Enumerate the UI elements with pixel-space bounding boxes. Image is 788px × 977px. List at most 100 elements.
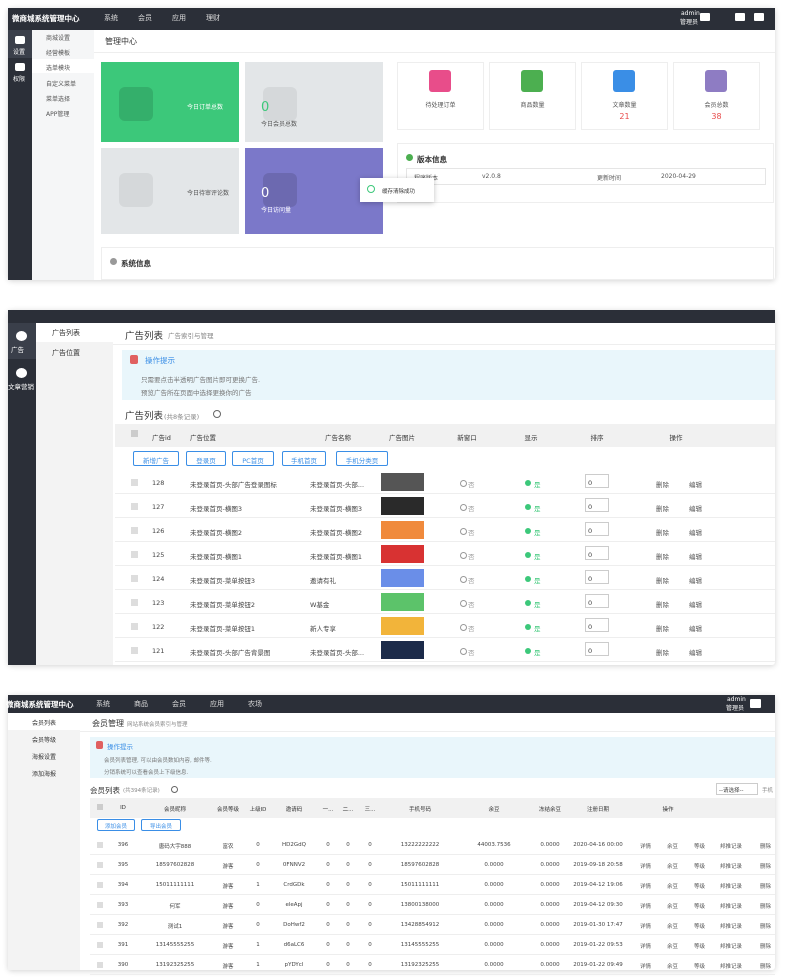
button[interactable]: 新增广告 bbox=[143, 457, 169, 465]
submenu-item[interactable]: 菜单选择 bbox=[46, 95, 71, 103]
action[interactable]: 删除 bbox=[760, 944, 772, 950]
nav-item[interactable]: 应用 bbox=[172, 14, 186, 22]
sort-value[interactable]: 0 bbox=[588, 647, 593, 655]
action[interactable]: 详情 bbox=[640, 884, 652, 890]
side-label[interactable]: 权限 bbox=[13, 76, 26, 83]
column-header: 广告图片 bbox=[389, 434, 415, 442]
column-header: ID bbox=[120, 805, 126, 811]
button[interactable]: 登录页 bbox=[196, 457, 216, 465]
action[interactable]: 删除 bbox=[656, 625, 669, 633]
action[interactable]: 删除 bbox=[656, 529, 669, 537]
action[interactable]: 删除 bbox=[760, 904, 772, 910]
nav-item[interactable]: 会员 bbox=[138, 14, 152, 22]
action[interactable]: 等级 bbox=[694, 964, 706, 970]
action[interactable]: 余豆 bbox=[667, 884, 679, 890]
action[interactable]: 删除 bbox=[760, 964, 772, 970]
nav-item[interactable]: 理财 bbox=[206, 14, 220, 22]
action[interactable]: 删除 bbox=[656, 481, 669, 489]
cell: 0 bbox=[326, 862, 330, 868]
button[interactable]: 手机首页 bbox=[291, 457, 317, 465]
action[interactable]: 删除 bbox=[656, 649, 669, 657]
submenu-item[interactable]: 广告位置 bbox=[52, 349, 80, 357]
action[interactable]: 编辑 bbox=[689, 625, 702, 633]
side-label[interactable]: 文章营销 bbox=[8, 383, 34, 391]
action[interactable]: 等级 bbox=[694, 924, 706, 930]
action[interactable]: 详情 bbox=[640, 964, 652, 970]
action[interactable]: 等级 bbox=[694, 864, 706, 870]
action[interactable]: 邦推记录 bbox=[720, 924, 743, 930]
action[interactable]: 删除 bbox=[656, 505, 669, 513]
action[interactable]: 编辑 bbox=[689, 505, 702, 513]
action[interactable]: 等级 bbox=[694, 844, 706, 850]
action[interactable]: 删除 bbox=[760, 864, 772, 870]
ad-id: 122 bbox=[152, 623, 165, 631]
button[interactable]: PC首页 bbox=[242, 457, 264, 465]
sort-value[interactable]: 0 bbox=[588, 503, 593, 511]
action[interactable]: 详情 bbox=[640, 944, 652, 950]
sort-value[interactable]: 0 bbox=[588, 575, 593, 583]
action[interactable]: 余豆 bbox=[667, 904, 679, 910]
action[interactable]: 删除 bbox=[760, 884, 772, 890]
submenu-item[interactable]: 广告列表 bbox=[52, 329, 80, 337]
action[interactable]: 等级 bbox=[694, 904, 706, 910]
nav-item[interactable]: 农场 bbox=[248, 700, 262, 708]
action[interactable]: 删除 bbox=[760, 844, 772, 850]
nav-item[interactable]: 系统 bbox=[104, 14, 118, 22]
sort-value[interactable]: 0 bbox=[588, 599, 593, 607]
submenu-item[interactable]: 会员等级 bbox=[32, 737, 57, 744]
action[interactable]: 删除 bbox=[760, 924, 772, 930]
sort-value[interactable]: 0 bbox=[588, 527, 593, 535]
submenu-item[interactable]: 自定义菜单 bbox=[46, 80, 77, 88]
button[interactable]: 添加会员 bbox=[104, 824, 127, 830]
action[interactable]: 编辑 bbox=[689, 481, 702, 489]
action[interactable]: 删除 bbox=[656, 553, 669, 561]
action[interactable]: 余豆 bbox=[667, 964, 679, 970]
sort-value[interactable]: 0 bbox=[588, 551, 593, 559]
ad-position: 未登录首页-菜单按钮3 bbox=[190, 577, 255, 585]
action[interactable]: 邦推记录 bbox=[720, 964, 743, 970]
action[interactable]: 余豆 bbox=[667, 864, 679, 870]
action[interactable]: 余豆 bbox=[667, 924, 679, 930]
yes-icon bbox=[525, 624, 531, 630]
action[interactable]: 余豆 bbox=[667, 844, 679, 850]
submenu-item[interactable]: 会员列表 bbox=[32, 720, 57, 727]
submenu-item[interactable]: APP管理 bbox=[46, 111, 70, 118]
action[interactable]: 详情 bbox=[640, 924, 652, 930]
side-label[interactable]: 设置 bbox=[13, 49, 26, 56]
action[interactable]: 编辑 bbox=[689, 529, 702, 537]
row-border bbox=[90, 914, 775, 915]
submenu-item[interactable]: 海报设置 bbox=[32, 754, 57, 761]
action[interactable]: 编辑 bbox=[689, 601, 702, 609]
action[interactable]: 等级 bbox=[694, 884, 706, 890]
nav-item[interactable]: 会员 bbox=[172, 700, 186, 708]
submenu-item[interactable]: 选单模块 bbox=[46, 65, 71, 73]
select[interactable]: --请选择-- bbox=[719, 788, 744, 794]
action[interactable]: 删除 bbox=[656, 601, 669, 609]
sort-value[interactable]: 0 bbox=[588, 479, 593, 487]
action[interactable]: 邦推记录 bbox=[720, 944, 743, 950]
button[interactable]: 导出会员 bbox=[149, 824, 172, 830]
action[interactable]: 邦推记录 bbox=[720, 864, 743, 870]
nav-item[interactable]: 系统 bbox=[96, 700, 110, 708]
action[interactable]: 删除 bbox=[656, 577, 669, 585]
action[interactable]: 详情 bbox=[640, 904, 652, 910]
side-label[interactable]: 广告 bbox=[11, 346, 24, 354]
nav-item[interactable]: 应用 bbox=[210, 700, 224, 708]
sort-value[interactable]: 0 bbox=[588, 623, 593, 631]
submenu-item[interactable]: 经营模板 bbox=[46, 50, 71, 58]
action[interactable]: 详情 bbox=[640, 844, 652, 850]
action[interactable]: 邦推记录 bbox=[720, 904, 743, 910]
submenu-item[interactable]: 商城设置 bbox=[46, 35, 71, 42]
action[interactable]: 编辑 bbox=[689, 577, 702, 585]
action[interactable]: 邦推记录 bbox=[720, 844, 743, 850]
button[interactable]: 手机分类页 bbox=[345, 457, 379, 465]
action[interactable]: 编辑 bbox=[689, 649, 702, 657]
nav-item[interactable]: 商品 bbox=[134, 700, 148, 708]
cell: 2019-04-12 09:30 bbox=[573, 902, 623, 908]
action[interactable]: 编辑 bbox=[689, 553, 702, 561]
action[interactable]: 余豆 bbox=[667, 944, 679, 950]
action[interactable]: 等级 bbox=[694, 944, 706, 950]
submenu-item[interactable]: 添加海报 bbox=[32, 771, 57, 778]
action[interactable]: 详情 bbox=[640, 864, 652, 870]
action[interactable]: 邦推记录 bbox=[720, 884, 743, 890]
